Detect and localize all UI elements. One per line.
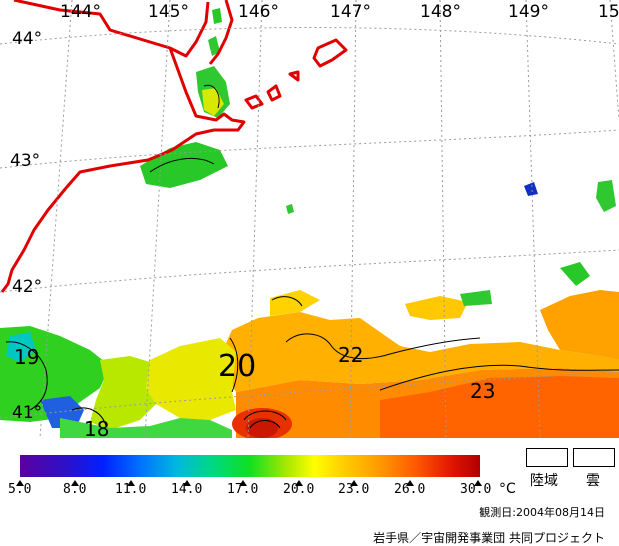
isotherm-label-22: 22 xyxy=(338,343,363,367)
cloud-key-label: 雲 xyxy=(586,473,600,489)
colorbar-tick xyxy=(183,480,191,486)
temperature-colorbar xyxy=(20,455,480,477)
meridian-150 xyxy=(609,0,619,121)
isotherm-label-18: 18 xyxy=(84,417,109,438)
parallel-41 xyxy=(0,371,619,419)
sst-yellow-east-patch xyxy=(405,296,468,320)
sst-green-kuril-2 xyxy=(212,8,222,24)
parallel-43 xyxy=(0,129,619,169)
colorbar-tick xyxy=(474,480,482,486)
sst-blue-patch xyxy=(40,396,84,428)
isotherm-north xyxy=(271,296,303,307)
sst-green-south xyxy=(60,418,232,438)
isotherm-23 xyxy=(379,364,619,391)
lon-label-149: 149° xyxy=(508,2,549,22)
credit-line: 岩手県／宇宙開発事業団 共同プロジェクト xyxy=(373,531,605,545)
sst-yellowgreen-west xyxy=(90,356,156,430)
meridian-144 xyxy=(39,0,73,438)
coastline-shikotan xyxy=(244,94,264,110)
sea-surface-temperature-map: 144° 145° 146° 147° 148° 149° 15 44° 43°… xyxy=(0,0,619,438)
sst-green-east-small xyxy=(596,180,616,212)
lat-label-44: 44° xyxy=(12,29,42,49)
coastline-shiretoko xyxy=(169,1,210,58)
isotherms xyxy=(5,84,619,429)
colorbar-label: 26.0 xyxy=(394,482,426,497)
lon-label-150: 15 xyxy=(598,2,619,22)
meridian-147 xyxy=(349,0,357,438)
colorbar-tick xyxy=(71,480,79,486)
colorbar-label: 8.0 xyxy=(63,482,87,497)
sst-cyan-patch xyxy=(6,332,36,362)
colorbar-label: 14.0 xyxy=(171,482,203,497)
meridian-145 xyxy=(144,0,171,438)
cloud-key-swatch xyxy=(573,448,615,467)
coastline-island-east xyxy=(312,38,348,68)
sst-hot-band xyxy=(380,376,619,438)
sst-orange-east xyxy=(540,290,619,360)
isotherm-hot-2 xyxy=(249,420,281,429)
observation-date: 観測日:2004年08月14日 xyxy=(479,506,605,519)
coastline xyxy=(0,0,348,293)
coastline-kunashiri xyxy=(208,0,234,65)
meridian-148 xyxy=(439,0,447,438)
colorbar-label: 30.0 xyxy=(460,482,492,497)
lat-label-43: 43° xyxy=(10,151,40,171)
colorbar-tick xyxy=(239,480,247,486)
coastline-hokkaido-north xyxy=(0,0,246,293)
sst-yellow-west-of-20 xyxy=(146,338,236,420)
colorbar-tick xyxy=(16,480,24,486)
lat-label-41: 41° xyxy=(12,403,42,423)
graticule xyxy=(0,0,619,438)
colorbar-label: 17.0 xyxy=(227,482,259,497)
lon-label-148: 148° xyxy=(420,2,461,22)
sst-green-mid-dot xyxy=(286,204,294,214)
isotherm-19 xyxy=(5,341,48,411)
sst-green-east-strip xyxy=(560,262,590,286)
colorbar-label: 23.0 xyxy=(338,482,370,497)
colorbar-tick xyxy=(350,480,358,486)
land-key-label: 陸域 xyxy=(530,473,558,489)
isotherm-label-19: 19 xyxy=(14,345,39,369)
map-canvas: 144° 145° 146° 147° 148° 149° 15 44° 43°… xyxy=(0,0,619,438)
isotherm-18 xyxy=(71,407,107,427)
lon-label-147: 147° xyxy=(330,2,371,22)
isotherm-label-23: 23 xyxy=(470,379,495,403)
land-key-swatch xyxy=(526,448,568,467)
sst-green-kuril-1 xyxy=(208,36,220,56)
temperature-unit: °C xyxy=(499,481,516,497)
parallel-44 xyxy=(0,27,619,45)
coastline-habomai xyxy=(266,84,282,102)
isotherm-20 xyxy=(229,337,239,393)
lon-label-145: 145° xyxy=(148,2,189,22)
sst-green-dot-148 xyxy=(460,290,492,306)
colorbar-tick xyxy=(127,480,135,486)
meridian-149 xyxy=(525,0,541,438)
isotherm-kushiro xyxy=(149,158,215,173)
parallel-42 xyxy=(0,249,619,293)
isotherm-22 xyxy=(285,333,481,360)
isotherm-nemuro xyxy=(203,84,220,109)
colorbar-label: 11.0 xyxy=(115,482,147,497)
sst-blue-east-dot xyxy=(524,182,538,196)
meridian-146 xyxy=(247,0,263,438)
lon-label-144: 144° xyxy=(60,2,101,22)
isotherm-label-20: 20 xyxy=(218,349,256,384)
colorbar-label: 5.0 xyxy=(8,482,32,497)
colorbar-tick xyxy=(295,480,303,486)
isotherm-hot-1 xyxy=(243,410,287,421)
legend: 5.0 8.0 11.0 14.0 17.0 20.0 23.0 26.0 30… xyxy=(0,440,619,546)
lon-label-146: 146° xyxy=(238,2,279,22)
coastline-island-small xyxy=(288,70,300,82)
colorbar-tick xyxy=(406,480,414,486)
lat-label-42: 42° xyxy=(12,277,42,297)
colorbar-label: 20.0 xyxy=(283,482,315,497)
sst-orange-region xyxy=(222,312,619,392)
